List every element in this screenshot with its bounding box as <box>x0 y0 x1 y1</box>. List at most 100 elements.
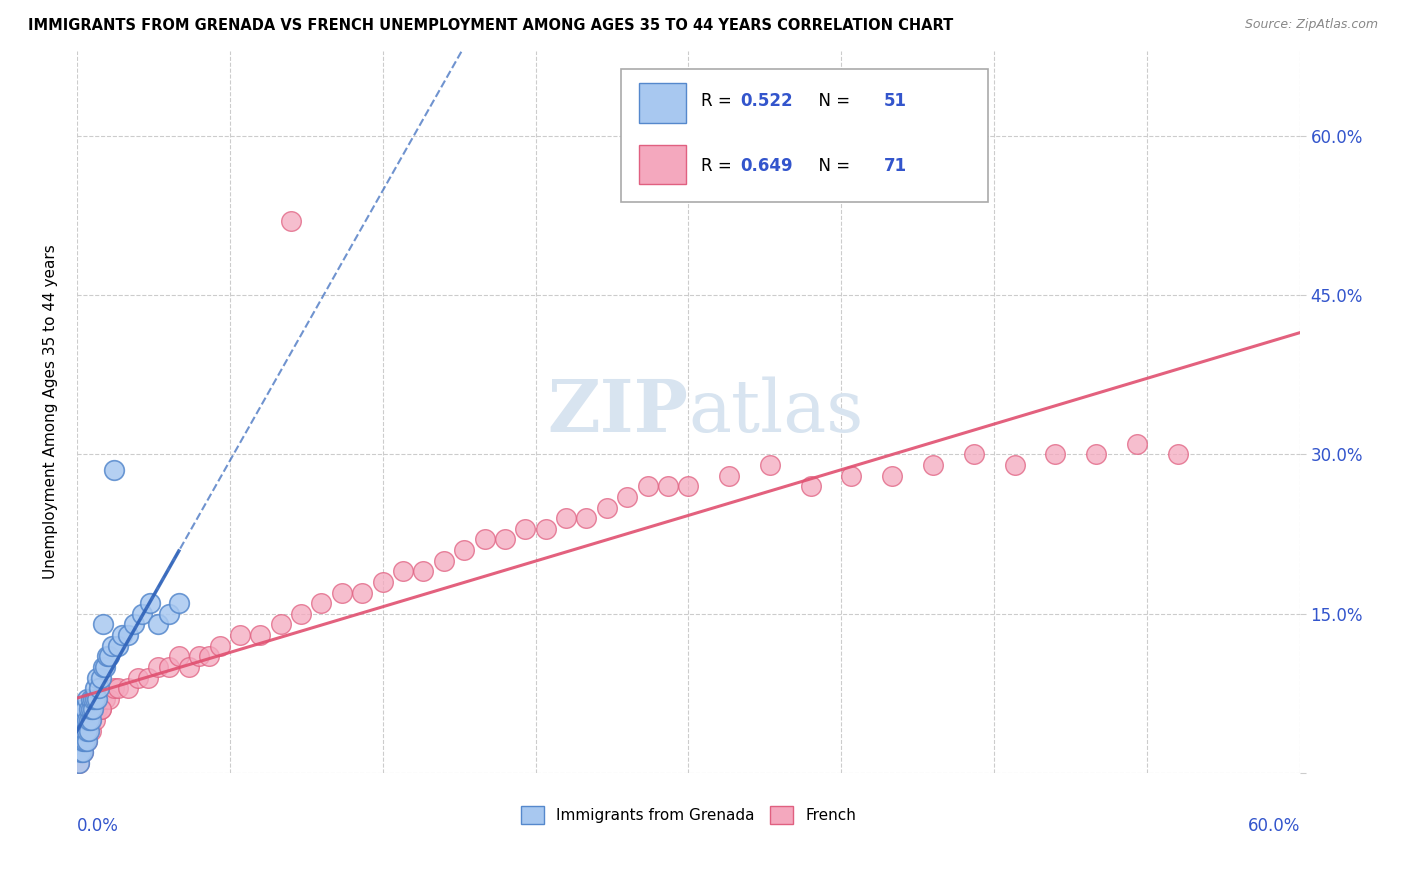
Point <box>70 745 93 759</box>
Point <box>718 468 741 483</box>
Point <box>90 702 112 716</box>
Point <box>534 522 557 536</box>
Point <box>1085 447 1108 461</box>
Point <box>188 649 211 664</box>
Point <box>72 723 94 738</box>
Text: atlas: atlas <box>689 376 863 447</box>
Point <box>249 628 271 642</box>
Point <box>392 564 415 578</box>
Point <box>77 702 100 716</box>
Point <box>76 713 98 727</box>
Point <box>107 639 129 653</box>
Point <box>86 702 108 716</box>
Point <box>131 607 153 621</box>
Point <box>575 511 598 525</box>
Point <box>148 617 170 632</box>
Point <box>657 479 679 493</box>
Point <box>515 522 537 536</box>
Point <box>70 723 93 738</box>
Point <box>67 723 90 738</box>
Point <box>76 723 98 738</box>
Point <box>82 702 104 716</box>
Point <box>882 468 904 483</box>
Point <box>82 702 104 716</box>
FancyBboxPatch shape <box>640 83 686 123</box>
Point <box>67 756 90 770</box>
Point <box>167 649 190 664</box>
Point <box>72 745 94 759</box>
Point <box>148 660 170 674</box>
Point <box>67 756 90 770</box>
Point <box>1167 447 1189 461</box>
Point <box>73 723 96 738</box>
Text: 0.0%: 0.0% <box>77 816 118 835</box>
Point <box>72 702 94 716</box>
Point <box>93 660 115 674</box>
Point <box>70 734 93 748</box>
Point <box>103 681 125 696</box>
Point <box>72 734 94 748</box>
Point <box>1126 437 1149 451</box>
Point <box>122 617 145 632</box>
Point <box>117 681 139 696</box>
Point <box>229 628 252 642</box>
Point <box>72 734 94 748</box>
Text: ZIP: ZIP <box>547 376 689 448</box>
Point <box>82 691 104 706</box>
Point <box>98 691 121 706</box>
Point <box>1045 447 1067 461</box>
Point <box>1004 458 1026 472</box>
Point <box>67 734 90 748</box>
Point <box>111 628 134 642</box>
Point <box>198 649 221 664</box>
Point <box>100 639 122 653</box>
Point <box>76 691 98 706</box>
Point <box>157 607 180 621</box>
Text: 60.0%: 60.0% <box>1247 816 1301 835</box>
Point <box>371 574 394 589</box>
Point <box>280 213 302 227</box>
Point <box>555 511 578 525</box>
Point <box>759 458 782 472</box>
Point <box>84 681 107 696</box>
Point <box>86 671 108 685</box>
Point <box>596 500 619 515</box>
Point <box>73 723 96 738</box>
Y-axis label: Unemployment Among Ages 35 to 44 years: Unemployment Among Ages 35 to 44 years <box>44 244 58 579</box>
Point <box>77 713 100 727</box>
Point <box>93 617 115 632</box>
Point <box>98 649 121 664</box>
Point <box>72 745 94 759</box>
Point <box>70 713 93 727</box>
Text: 71: 71 <box>884 157 907 176</box>
Text: N =: N = <box>808 157 856 176</box>
Point <box>73 713 96 727</box>
Text: IMMIGRANTS FROM GRENADA VS FRENCH UNEMPLOYMENT AMONG AGES 35 TO 44 YEARS CORRELA: IMMIGRANTS FROM GRENADA VS FRENCH UNEMPL… <box>28 18 953 33</box>
Point <box>127 671 149 685</box>
Point <box>330 585 353 599</box>
FancyBboxPatch shape <box>640 145 686 185</box>
Point <box>89 681 111 696</box>
Point <box>82 702 104 716</box>
Point <box>84 713 107 727</box>
Point <box>311 596 333 610</box>
Point <box>72 723 94 738</box>
Point <box>72 713 94 727</box>
Point <box>76 734 98 748</box>
Point <box>94 691 117 706</box>
Point <box>678 479 700 493</box>
Point <box>433 554 456 568</box>
Point <box>77 723 100 738</box>
Point <box>86 691 108 706</box>
Point <box>80 723 103 738</box>
Point <box>73 702 96 716</box>
Point <box>80 702 103 716</box>
Point <box>80 713 103 727</box>
Point <box>90 671 112 685</box>
Point <box>94 660 117 674</box>
Point <box>139 596 162 610</box>
Point <box>80 713 103 727</box>
Point <box>637 479 659 493</box>
Point <box>177 660 200 674</box>
Point <box>107 681 129 696</box>
